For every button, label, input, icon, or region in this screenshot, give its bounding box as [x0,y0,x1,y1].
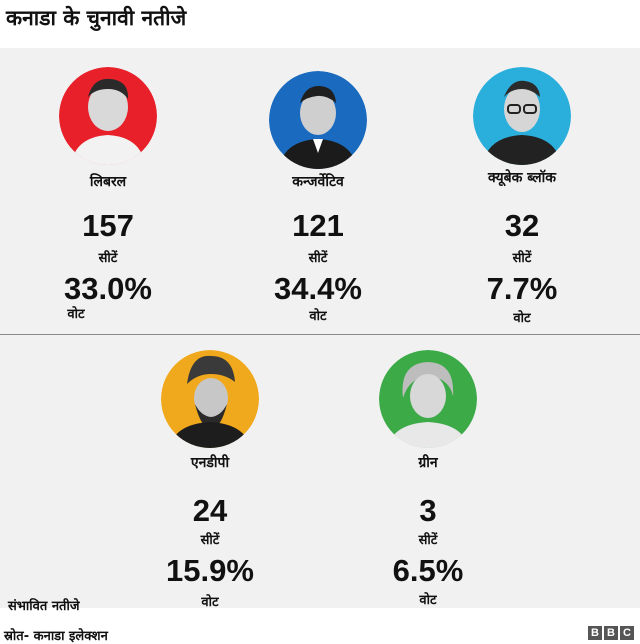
seats-label: सीटें [308,251,328,266]
vote-percent: 34.4% [274,271,362,306]
vote-label: वोट [309,309,327,324]
source-credit: स्रोत- कनाडा इलेक्शन [4,629,108,644]
logo-letter: B [604,626,618,640]
seat-count: 32 [504,208,540,243]
party-leader-photo [379,350,477,448]
vote-label: वोट [67,307,85,322]
seats-label: सीटें [418,533,438,548]
vote-label: वोट [201,595,219,610]
seats-label: सीटें [512,251,532,266]
party-leader-photo [269,71,367,169]
party-name: लिबरल [89,174,127,190]
seats-label: सीटें [98,251,118,266]
row-divider [0,334,640,335]
projected-results-note: संभावित नतीजे [8,599,80,614]
vote-percent: 15.9% [166,553,254,588]
party-name: एनडीपी [190,455,230,471]
party-leader-photo [59,67,157,165]
vote-percent: 33.0% [64,271,152,306]
party-leader-photo [473,67,571,165]
seat-count: 24 [192,493,228,528]
vote-label: वोट [419,593,437,608]
party-name: क्यूबेक ब्लॉक [488,170,556,186]
vote-percent: 7.7% [486,271,558,306]
vote-label: वोट [513,311,531,326]
seat-count: 121 [292,208,344,243]
party-leader-photo [161,350,259,448]
seat-count: 3 [419,493,437,528]
party-name: कन्जर्वेटिव [292,174,344,190]
page-title: कनाडा के चुनावी नतीजे [6,6,187,30]
logo-letter: C [620,626,634,640]
vote-percent: 6.5% [392,553,464,588]
party-name: ग्रीन [418,455,438,471]
seats-label: सीटें [200,533,220,548]
bbc-logo: B B C [588,626,634,640]
logo-letter: B [588,626,602,640]
seat-count: 157 [82,208,134,243]
